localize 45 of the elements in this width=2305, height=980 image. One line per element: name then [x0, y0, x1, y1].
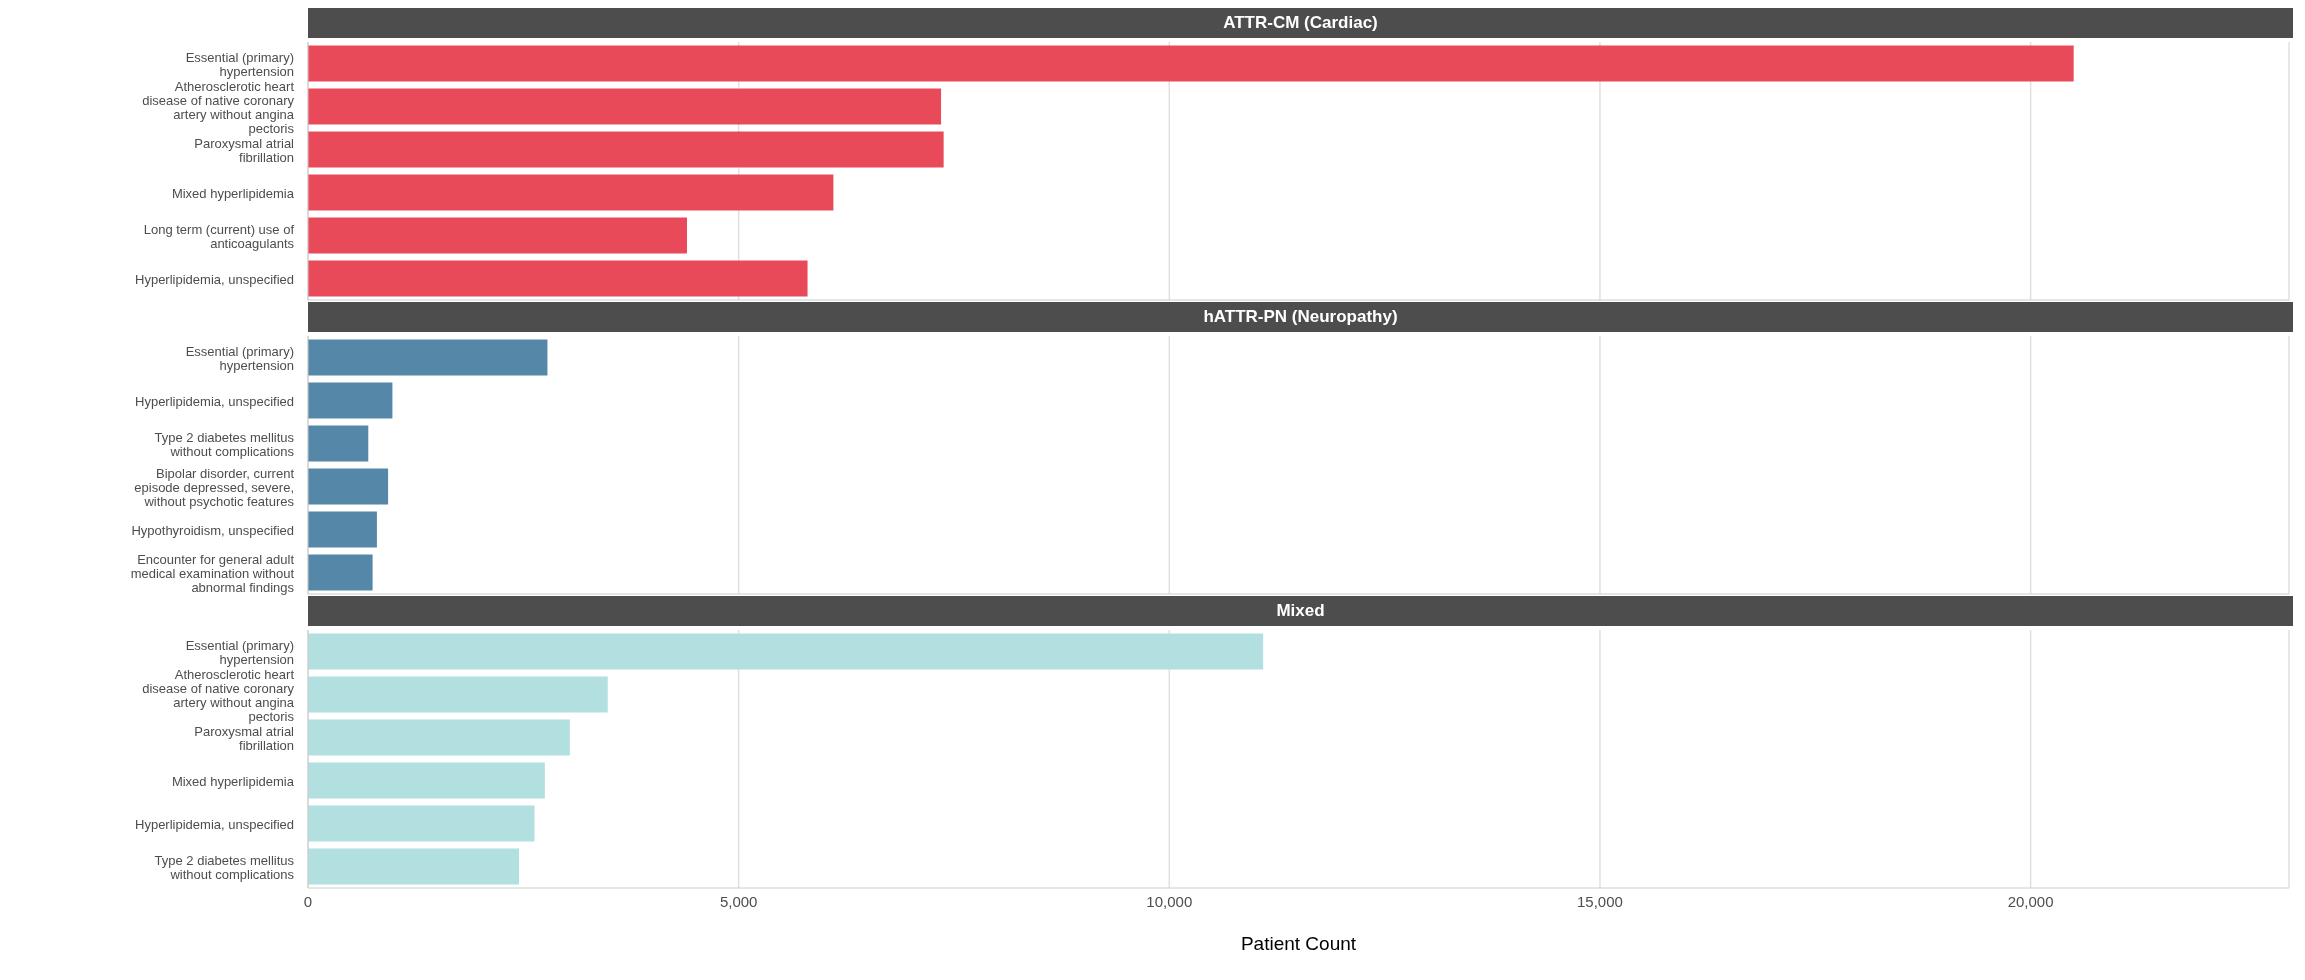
bar — [308, 633, 1264, 670]
bar — [308, 217, 687, 254]
bar — [308, 382, 393, 419]
y-tick-label: Atherosclerotic heart disease of native coronary artery without angina pectoris — [142, 78, 295, 135]
bar — [308, 848, 520, 885]
x-tick-label: 20,000 — [2007, 892, 2054, 910]
y-tick-label: Essential (primary) hypertension — [185, 49, 294, 78]
y-tick-label: Essential (primary) hypertension — [185, 637, 294, 666]
y-tick-label: Hyperlipidemia, unspecified — [135, 816, 294, 831]
bar — [308, 805, 535, 842]
y-tick-label: Mixed hyperlipidemia — [171, 185, 295, 200]
bar — [308, 762, 545, 799]
y-tick-label: Atherosclerotic heart disease of native coronary artery without angina pectoris — [142, 666, 295, 723]
bar — [308, 45, 2074, 82]
bar — [308, 260, 808, 297]
y-tick-label: Paroxysmal atrial fibrillation — [194, 135, 295, 164]
y-tick-label: Type 2 diabetes mellitus without complications — [154, 429, 295, 458]
x-axis-title: Patient Count — [1240, 933, 1357, 954]
x-tick-label: 5,000 — [719, 892, 758, 910]
bar — [308, 676, 608, 713]
chart-title: hATTR-PN (Neuropathy) — [308, 302, 2293, 332]
chart-title: ATTR-CM (Cardiac) — [308, 8, 2293, 38]
y-tick-label: Bipolar disorder, current episode depressed, severe, without psychotic features — [134, 465, 295, 508]
y-tick-label: Hyperlipidemia, unspecified — [135, 393, 294, 408]
bar — [308, 425, 369, 462]
y-tick-label: Encounter for general adult medical examination without abnormal findings — [130, 551, 295, 594]
bar — [308, 719, 570, 756]
bar — [308, 131, 944, 168]
bar — [308, 468, 389, 505]
bar — [308, 88, 942, 125]
y-tick-label: Type 2 diabetes mellitus without complications — [154, 852, 295, 881]
bar — [308, 554, 373, 591]
bar — [308, 511, 377, 548]
y-tick-label: Long term (current) use of anticoagulants — [143, 221, 295, 250]
y-tick-label: Hyperlipidemia, unspecified — [135, 271, 294, 286]
y-tick-label: Hypothyroidism, unspecified — [131, 522, 294, 537]
x-tick-label: 10,000 — [1146, 892, 1193, 910]
chart-title: Mixed — [308, 596, 2293, 626]
y-tick-label: Mixed hyperlipidemia — [171, 773, 295, 788]
y-tick-label: Essential (primary) hypertension — [185, 343, 294, 372]
bar — [308, 339, 548, 376]
y-tick-label: Paroxysmal atrial fibrillation — [194, 723, 295, 752]
x-tick-label: 0 — [303, 892, 313, 910]
x-tick-label: 15,000 — [1577, 892, 1623, 910]
bar — [308, 174, 834, 211]
